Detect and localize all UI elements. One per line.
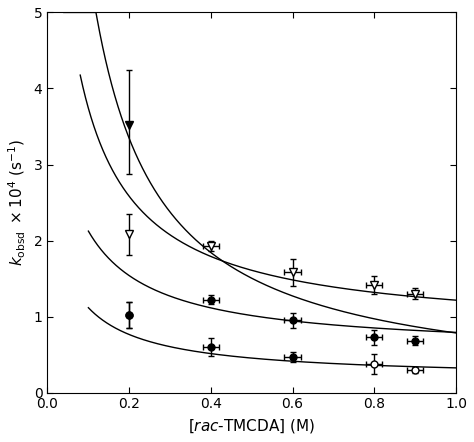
X-axis label: [$\it{rac}$-TMCDA] (M): [$\it{rac}$-TMCDA] (M) <box>188 417 315 435</box>
Y-axis label: $k_{\rm obsd}\ \times 10^{4}$ (s$^{-1}$): $k_{\rm obsd}\ \times 10^{4}$ (s$^{-1}$) <box>7 139 28 266</box>
